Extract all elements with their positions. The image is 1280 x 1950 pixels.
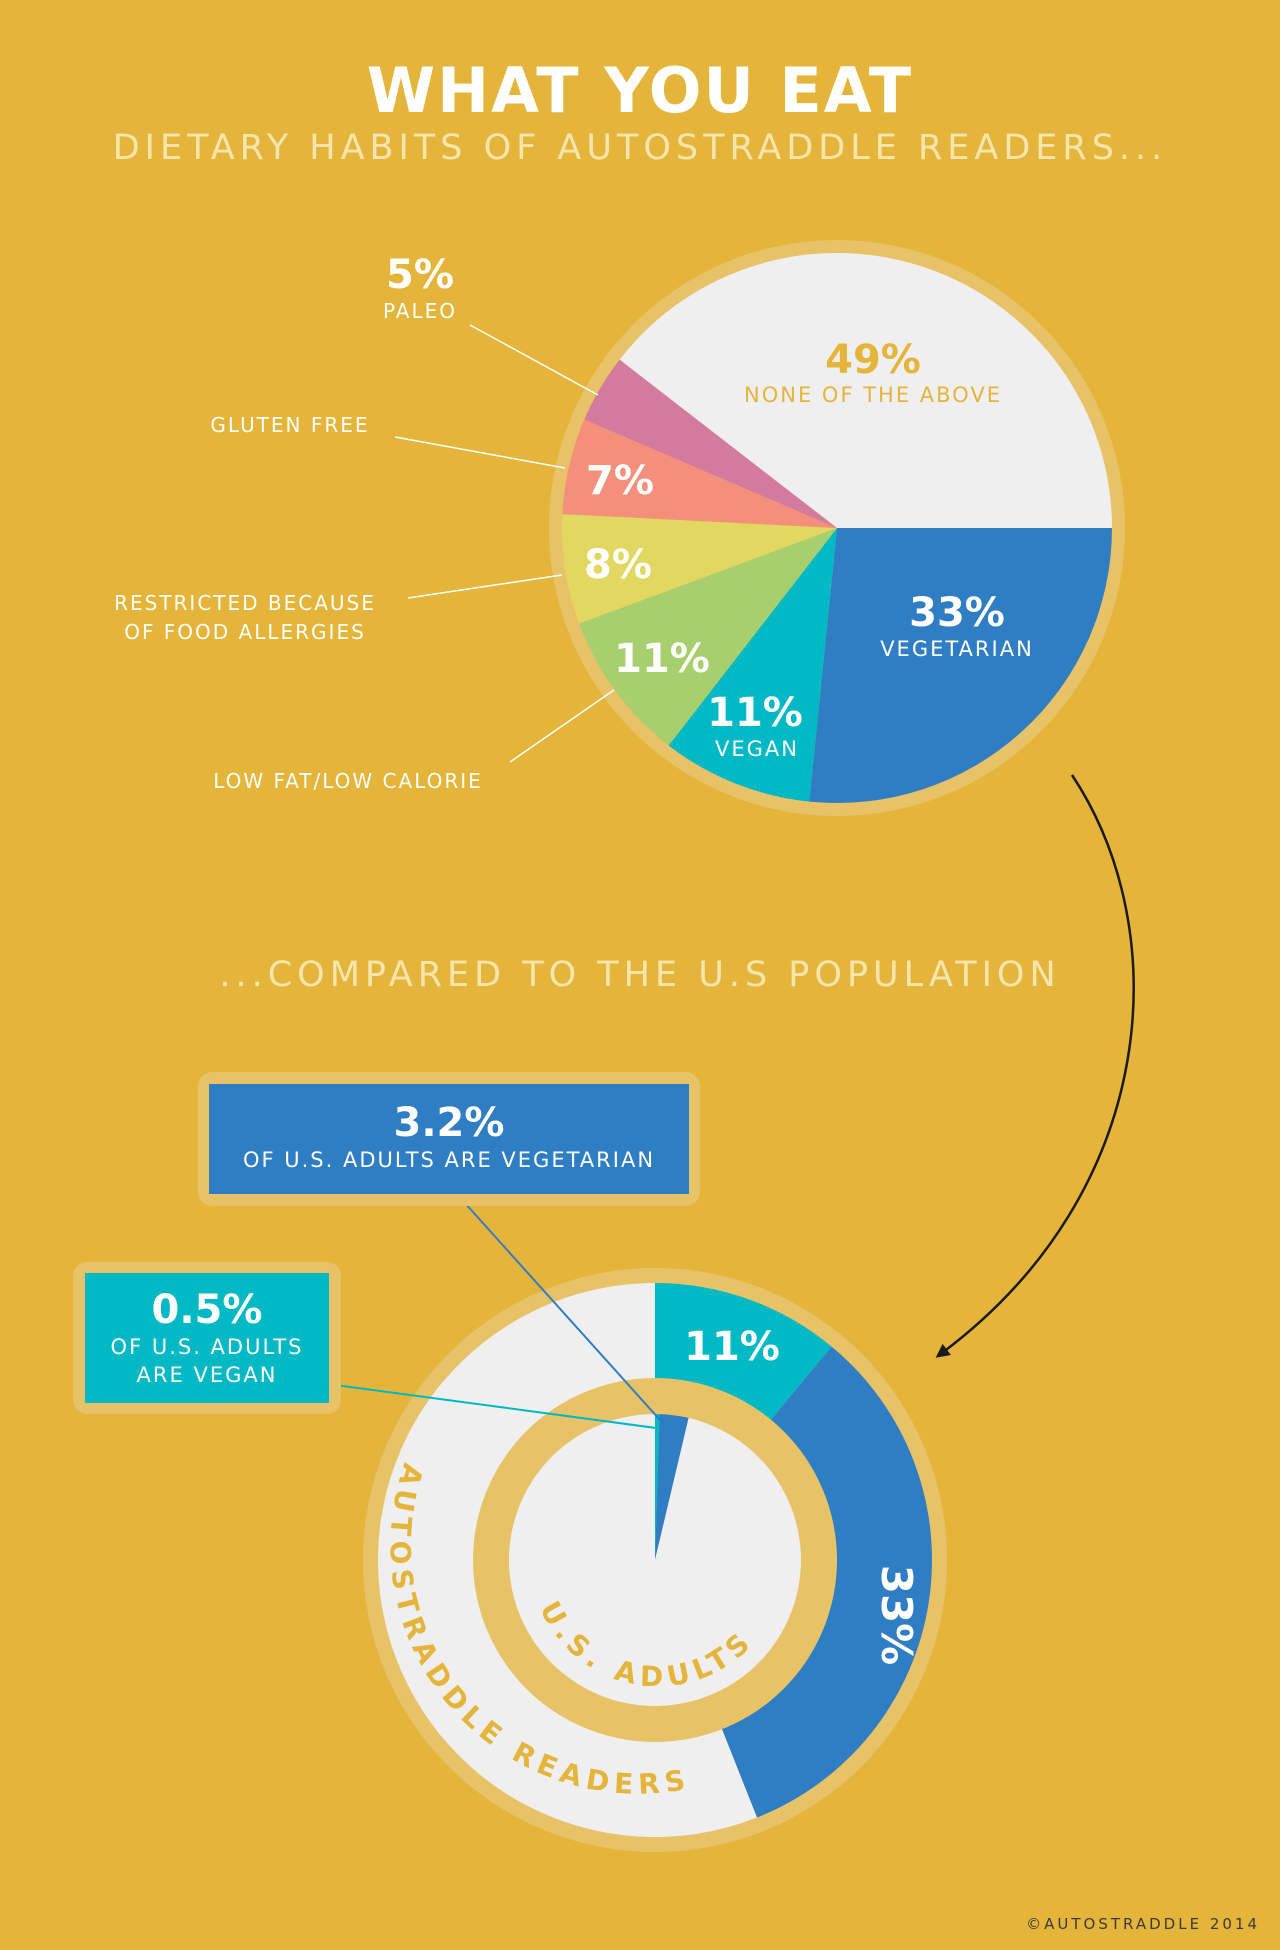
vegan-callout: 0.5% OF U.S. ADULTS ARE VEGAN <box>85 1273 329 1403</box>
page-subtitle: DIETARY HABITS OF AUTOSTRADDLE READERS..… <box>112 128 1168 168</box>
page-title: WHAT YOU EAT <box>366 54 914 127</box>
vegetarian-callout-text: OF U.S. ADULTS ARE VEGETARIAN <box>242 1148 656 1172</box>
copyright-footer: ©AUTOSTRADDLE 2014 <box>1026 1915 1260 1933</box>
vegan-callout-line <box>327 1383 657 1429</box>
inner-slice-vegetarian <box>655 1414 689 1560</box>
vegetarian-callout-value: 3.2% <box>393 1100 505 1146</box>
slice-allergies <box>561 514 837 624</box>
vegan-callout-value: 0.5% <box>151 1287 263 1333</box>
inner-slice-vegan <box>655 1414 660 1560</box>
allergies-leader-line <box>407 574 563 599</box>
gluten-leader-line <box>394 436 566 469</box>
slice-gluten <box>562 419 837 528</box>
allergies-label-line1: RESTRICTED BECAUSE <box>114 591 376 615</box>
slice-vegan-label: VEGAN <box>715 737 799 761</box>
allergies-label-line2: OF FOOD ALLERGIES <box>124 620 366 644</box>
slice-none-label: NONE OF THE ABOVE <box>744 383 1002 407</box>
vegetarian-callout: 3.2% OF U.S. ADULTS ARE VEGETARIAN <box>209 1084 689 1194</box>
slice-paleo <box>584 359 837 528</box>
gluten-label: GLUTEN FREE <box>210 413 369 437</box>
slice-vegetarian-value: 33% <box>909 590 1005 636</box>
slice-lowfat-value: 11% <box>614 636 710 682</box>
vegan-callout-text: OF U.S. ADULTS <box>110 1335 304 1359</box>
slice-lowfat <box>579 528 837 746</box>
inner-slice-other <box>508 1414 801 1707</box>
paleo-value: 5% <box>386 252 454 298</box>
lowfat-label: LOW FAT/LOW CALORIE <box>213 769 483 793</box>
slice-allergies-value: 8% <box>584 542 652 588</box>
slice-vegetarian <box>809 528 1112 804</box>
slice-vegetarian-label: VEGETARIAN <box>880 637 1034 661</box>
slice-vegan-value: 11% <box>707 690 803 736</box>
slice-gluten-value: 7% <box>586 458 654 504</box>
comparison-heading: ...COMPARED TO THE U.S POPULATION <box>219 955 1061 995</box>
vegetarian-callout-line <box>454 1191 661 1421</box>
outer-vegetarian-value: 33% <box>872 1565 921 1666</box>
transition-arrow <box>935 774 1135 1358</box>
slice-vegan <box>668 528 837 802</box>
inner-ring-slices <box>508 1414 801 1707</box>
paleo-label: PALEO <box>383 299 457 323</box>
outer-vegan-value: 11% <box>684 1324 780 1370</box>
slice-none-value: 49% <box>825 337 921 383</box>
lowfat-leader-line <box>509 689 615 763</box>
pie1-slices <box>561 253 1112 804</box>
paleo-leader-line <box>469 324 599 396</box>
vegan-callout-text2: ARE VEGAN <box>136 1363 278 1387</box>
slice-none <box>619 253 1112 528</box>
